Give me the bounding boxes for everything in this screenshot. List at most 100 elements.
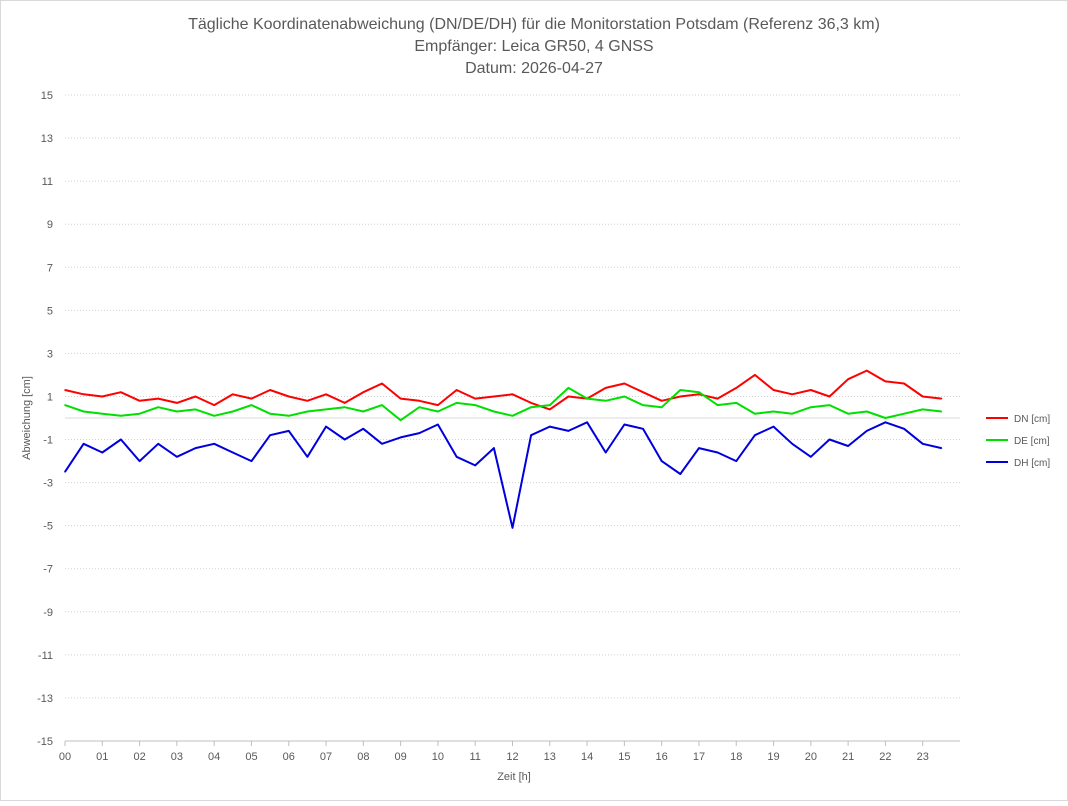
data-point xyxy=(269,412,271,415)
data-point xyxy=(828,404,831,406)
data-point xyxy=(679,389,682,391)
data-point xyxy=(810,389,812,391)
series-lines xyxy=(64,369,943,529)
data-point xyxy=(325,408,327,411)
data-point xyxy=(120,438,122,441)
data-point xyxy=(399,419,402,422)
chart-title-line-2: Empfänger: Leica GR50, 4 GNSS xyxy=(414,38,653,55)
data-point xyxy=(288,395,290,398)
data-point xyxy=(940,447,943,449)
data-point xyxy=(642,428,644,430)
data-point xyxy=(735,402,738,404)
data-point xyxy=(623,395,626,398)
data-point xyxy=(343,402,346,404)
data-point xyxy=(437,404,439,406)
data-point xyxy=(250,460,253,462)
data-point xyxy=(903,412,905,415)
data-point xyxy=(549,408,551,411)
data-point xyxy=(213,415,215,417)
x-tick-label: 23 xyxy=(917,751,929,763)
data-point xyxy=(250,397,253,400)
data-point xyxy=(399,436,402,439)
data-point xyxy=(660,460,663,462)
data-point xyxy=(772,389,775,391)
data-point xyxy=(716,397,719,400)
data-point xyxy=(847,445,849,447)
data-point xyxy=(716,451,719,454)
data-point xyxy=(194,447,197,449)
x-tick-label: 15 xyxy=(618,751,630,763)
y-tick-label: 15 xyxy=(41,90,53,102)
data-point xyxy=(642,391,644,394)
x-tick-label: 19 xyxy=(767,751,779,763)
data-point xyxy=(306,456,309,458)
x-tick-label: 21 xyxy=(842,751,854,763)
data-point xyxy=(138,412,141,415)
x-tick-label: 13 xyxy=(544,751,556,763)
data-point xyxy=(176,402,178,404)
legend-label: DH [cm] xyxy=(1014,458,1050,469)
data-point xyxy=(250,404,253,406)
data-point xyxy=(437,423,439,426)
x-tick-label: 20 xyxy=(805,751,817,763)
data-point xyxy=(940,397,943,400)
data-point xyxy=(549,425,551,428)
data-point xyxy=(698,447,700,449)
data-point xyxy=(325,425,327,428)
y-tick-label: 9 xyxy=(47,219,53,231)
data-point xyxy=(288,415,290,417)
data-point xyxy=(493,410,495,413)
data-point xyxy=(269,389,271,391)
data-point xyxy=(847,412,849,415)
y-tick-label: 5 xyxy=(47,305,53,317)
data-point xyxy=(903,382,905,385)
data-point xyxy=(381,443,383,445)
data-point xyxy=(884,417,887,419)
data-point xyxy=(791,412,793,415)
data-point xyxy=(306,410,309,413)
data-point xyxy=(847,378,849,381)
data-point xyxy=(772,410,775,413)
data-point xyxy=(530,434,532,437)
data-point xyxy=(567,430,570,432)
data-point xyxy=(623,382,626,385)
x-tick-label: 00 xyxy=(59,751,71,763)
data-point xyxy=(791,393,793,396)
y-tick-label: -15 xyxy=(37,736,53,748)
data-point xyxy=(660,400,663,402)
data-point xyxy=(381,382,383,385)
data-point xyxy=(269,434,271,437)
y-axis-title: Abweichung [cm] xyxy=(21,376,33,460)
data-point xyxy=(418,406,421,409)
x-tick-label: 11 xyxy=(469,751,480,763)
x-tick-label: 05 xyxy=(245,751,257,763)
data-point xyxy=(120,391,122,394)
data-point xyxy=(493,395,495,398)
data-point xyxy=(474,464,477,467)
data-point xyxy=(866,430,868,432)
y-tick-label: -13 xyxy=(37,693,53,705)
chart-title-line-3: Datum: 2026-04-27 xyxy=(465,60,603,77)
x-tick-label: 07 xyxy=(320,751,332,763)
data-point xyxy=(903,428,905,430)
data-point xyxy=(604,451,607,454)
y-tick-label: 13 xyxy=(41,133,53,145)
data-point xyxy=(735,387,738,389)
data-point xyxy=(82,393,85,396)
x-tick-label: 22 xyxy=(879,751,891,763)
data-point xyxy=(716,404,719,406)
data-point xyxy=(791,443,793,445)
data-point xyxy=(157,443,159,445)
data-point xyxy=(884,421,887,424)
x-axis-ticks: 00 01 02 03 04 05 06 07 08 09 10 11 12 13 14 15 16 17 18 19… xyxy=(59,741,929,763)
data-point xyxy=(604,387,607,389)
y-tick-label: -7 xyxy=(43,564,53,576)
data-point xyxy=(101,395,104,398)
data-point xyxy=(660,406,663,409)
data-point xyxy=(343,438,346,441)
x-tick-label: 04 xyxy=(208,751,220,763)
data-point xyxy=(567,395,570,398)
data-point xyxy=(343,406,346,409)
data-point xyxy=(530,402,532,404)
